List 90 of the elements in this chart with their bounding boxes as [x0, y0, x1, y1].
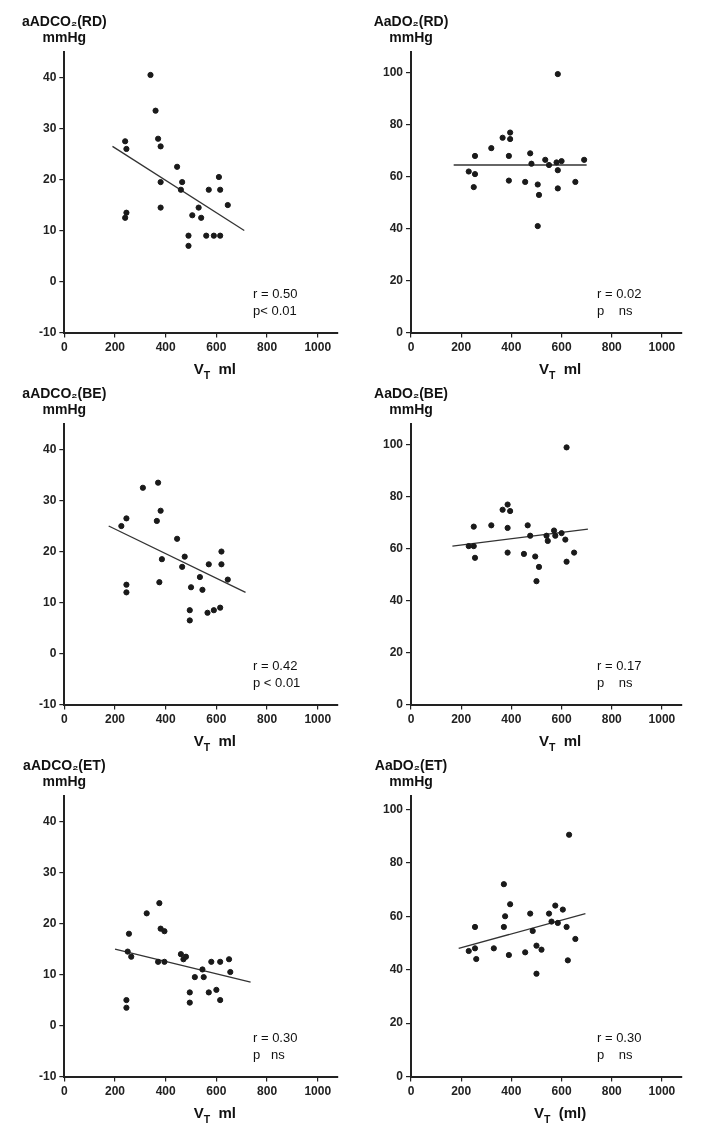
y-tick-label: 10 [42, 222, 57, 237]
x-tick-label: 400 [155, 1084, 177, 1099]
y-tick-label: 40 [389, 220, 404, 235]
y-tick-label: 80 [389, 117, 404, 132]
y-axis-title: aADCO₂(BE) mmHg [22, 385, 107, 417]
y-axis-title: aADCO₂(RD) mmHg [21, 13, 107, 45]
x-tick-label: 800 [257, 712, 278, 727]
annotation: p< 0.01 [253, 302, 297, 318]
annotation: r = 0.30 [253, 1029, 298, 1045]
y-tick-label: 40 [389, 592, 404, 607]
x-tick-label: 200 [105, 1084, 126, 1099]
x-tick-label: 400 [501, 340, 522, 355]
x-tick-label: 800 [601, 340, 623, 355]
annotation: r = 0.30 [597, 1029, 642, 1045]
annotation: p ns [597, 674, 633, 690]
y-tick-label: 20 [42, 171, 57, 186]
x-tick-label: 1000 [648, 340, 676, 355]
annotation: p ns [597, 1046, 633, 1062]
annotation: r = 0.50 [253, 285, 298, 301]
y-tick-label: 100 [382, 437, 404, 452]
x-tick-label: 400 [501, 712, 522, 727]
annotation: r = 0.42 [253, 657, 298, 673]
x-tick-label: 600 [206, 340, 227, 355]
x-tick-label: 600 [206, 1084, 227, 1099]
y-tick-label: 0 [49, 273, 57, 288]
x-tick-label: 200 [105, 340, 126, 355]
y-tick-label: 30 [42, 492, 57, 507]
x-tick-label: 0 [61, 712, 68, 727]
x-tick-label: 400 [155, 712, 177, 727]
x-tick-label: 0 [407, 1084, 415, 1099]
y-tick-label: 20 [389, 644, 404, 659]
y-tick-label: 0 [396, 1068, 404, 1083]
annotation: p < 0.01 [253, 674, 301, 690]
y-axis-title: AaDO₂(RD) mmHg [373, 13, 449, 45]
y-tick-label: 60 [389, 908, 404, 923]
x-tick-label: 400 [501, 1084, 522, 1099]
annotation: r = 0.17 [597, 657, 642, 673]
x-tick-label: 400 [155, 340, 177, 355]
y-tick-label: 100 [382, 801, 404, 816]
x-tick-label: 800 [257, 1084, 278, 1099]
x-tick-label: 200 [451, 340, 472, 355]
y-tick-label: 40 [42, 813, 57, 828]
y-tick-label: 30 [42, 120, 57, 135]
y-axis-title: aADCO₂(ET) mmHg [23, 757, 106, 789]
x-tick-label: 1000 [304, 1084, 332, 1099]
x-tick-label: 600 [551, 712, 572, 727]
y-tick-label: 100 [382, 65, 404, 80]
x-tick-label: 200 [105, 712, 126, 727]
x-tick-label: 0 [61, 340, 68, 355]
x-tick-label: 200 [451, 712, 472, 727]
y-tick-label: -10 [39, 696, 57, 711]
annotation: p ns [253, 1046, 286, 1062]
y-tick-label: 60 [389, 169, 404, 184]
y-tick-label: 20 [42, 543, 57, 558]
y-tick-label: 20 [42, 915, 57, 930]
x-tick-label: 600 [206, 712, 227, 727]
y-tick-label: 0 [49, 645, 57, 660]
x-tick-label: 800 [257, 340, 278, 355]
y-tick-label: 10 [42, 966, 57, 981]
y-tick-label: 80 [389, 489, 404, 504]
x-tick-label: 0 [407, 340, 415, 355]
x-tick-label: 1000 [648, 1084, 676, 1099]
x-tick-label: 1000 [304, 712, 332, 727]
y-tick-label: 80 [389, 855, 404, 870]
x-tick-label: 1000 [304, 340, 332, 355]
annotation: p ns [597, 302, 633, 318]
y-tick-label: 0 [396, 324, 404, 339]
x-tick-label: 800 [601, 712, 623, 727]
x-tick-label: 0 [61, 1084, 68, 1099]
y-tick-label: -10 [39, 1068, 57, 1083]
x-tick-label: 600 [551, 340, 572, 355]
y-axis-title: AaDO₂(BE) mmHg [374, 385, 448, 417]
y-tick-label: -10 [39, 324, 57, 339]
y-tick-label: 40 [42, 441, 57, 456]
x-tick-label: 800 [601, 1084, 623, 1099]
y-tick-label: 20 [389, 1015, 404, 1030]
y-tick-label: 60 [389, 541, 404, 556]
annotation: r = 0.02 [597, 285, 642, 301]
x-tick-label: 600 [551, 1084, 572, 1099]
y-tick-label: 30 [42, 864, 57, 879]
y-axis-title: AaDO₂(ET) mmHg [374, 757, 448, 789]
y-tick-label: 40 [389, 962, 404, 977]
x-tick-label: 0 [407, 712, 415, 727]
y-tick-label: 0 [49, 1017, 57, 1032]
x-tick-label: 200 [451, 1084, 472, 1099]
y-tick-label: 20 [389, 272, 404, 287]
y-tick-label: 40 [42, 69, 57, 84]
y-tick-label: 10 [42, 594, 57, 609]
y-tick-label: 0 [396, 696, 404, 711]
x-tick-label: 1000 [648, 712, 676, 727]
